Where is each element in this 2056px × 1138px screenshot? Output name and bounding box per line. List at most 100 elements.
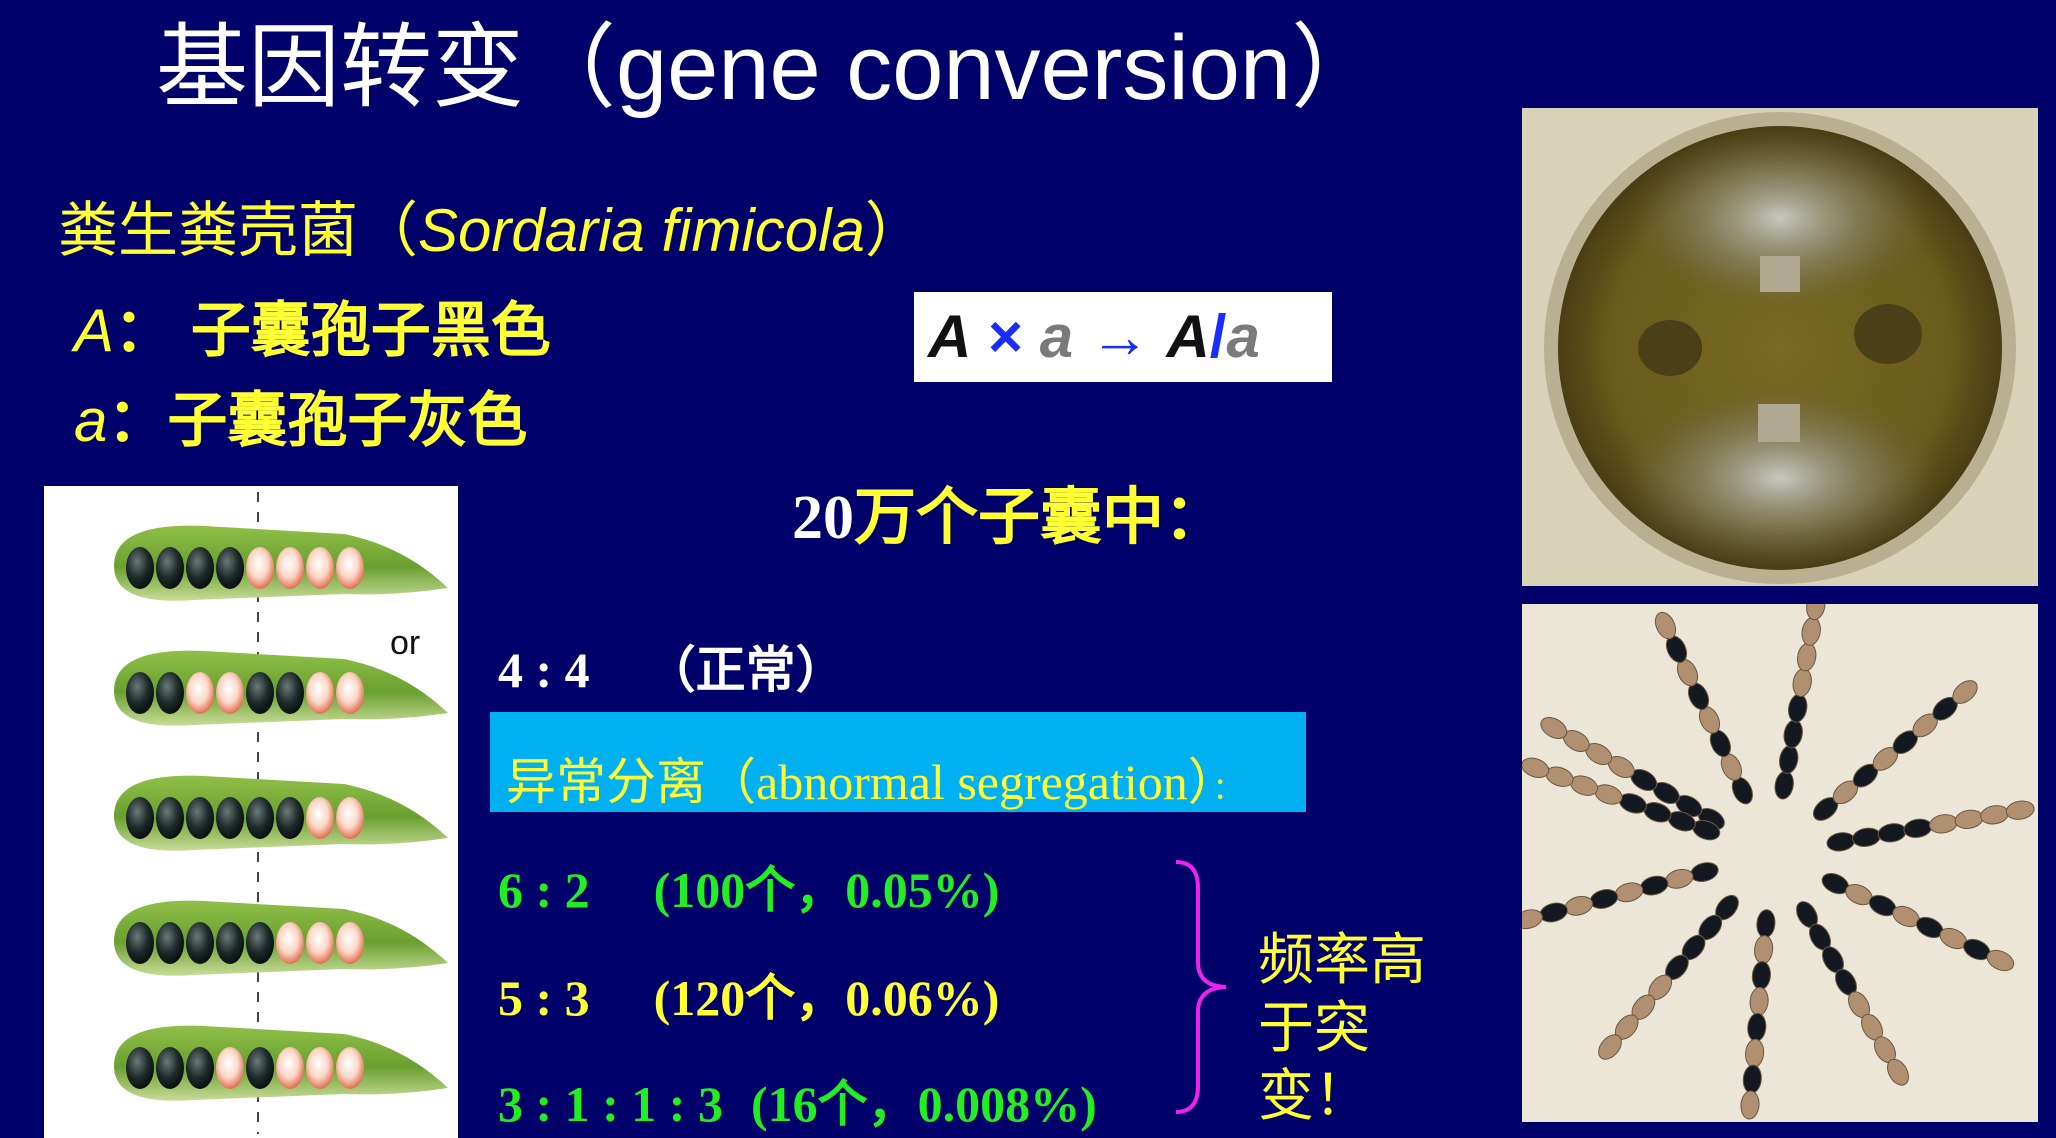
light-spore	[1540, 717, 1568, 739]
ratio-info: (120个，0.06%)	[653, 970, 1000, 1026]
allele-recessive: a：子囊孢子灰色	[74, 372, 527, 459]
normal-ratio-row: 4 : 4 （正常）	[498, 630, 846, 702]
light-spore	[306, 1047, 334, 1089]
light-spore	[336, 672, 364, 714]
light-spore	[306, 672, 334, 714]
petri-dish-photo	[1522, 108, 2038, 586]
sample-heading-text: 万个子囊中：	[854, 484, 1227, 552]
dark-spore	[126, 797, 154, 839]
dark-spore	[276, 797, 304, 839]
light-spore	[336, 1047, 364, 1089]
ratio-value: 5 : 3	[498, 970, 590, 1026]
asci-rows	[114, 525, 448, 1101]
light-spore	[276, 922, 304, 964]
light-spore	[306, 797, 334, 839]
cross-formula-box: A × a → A/a	[914, 292, 1332, 382]
formula-parent-A: A	[928, 303, 972, 370]
dark-spore	[216, 922, 244, 964]
light-spore	[186, 672, 214, 714]
abnormal-label: 异常分离（abnormal segregation）	[506, 754, 1213, 810]
light-spore	[1806, 604, 1826, 621]
light-spore	[1522, 757, 1550, 779]
formula-arrow: →	[1073, 303, 1167, 370]
curly-brace-icon	[1175, 860, 1227, 1114]
formula-offspring-A: A	[1166, 303, 1210, 370]
light-spore	[276, 547, 304, 589]
dark-spore	[216, 797, 244, 839]
sample-count: 20	[792, 484, 854, 552]
sample-heading: 20万个子囊中：	[792, 466, 1226, 556]
light-spore	[306, 922, 334, 964]
light-spore	[1740, 1090, 1760, 1120]
light-spore	[1952, 680, 1978, 704]
abnormal-colon: ：	[1212, 773, 1243, 806]
dark-spore	[156, 1047, 184, 1089]
asci-illustration	[114, 492, 448, 1134]
allele-separator: ：	[114, 297, 191, 364]
ratio-info: (100个，0.05%)	[653, 862, 1000, 918]
light-spore	[246, 547, 274, 589]
light-spore	[336, 922, 364, 964]
allele-dominant: A： 子囊孢子黑色	[74, 282, 551, 369]
dark-spore	[126, 672, 154, 714]
petri-dish-image	[1522, 108, 2038, 586]
normal-ratio: 4 : 4	[498, 642, 590, 698]
asci-diagram	[44, 486, 458, 1138]
light-spore	[336, 797, 364, 839]
ratio-row: 5 : 3 (120个，0.06%)	[498, 958, 999, 1030]
ratio-row: 6 : 2 (100个，0.05%)	[498, 850, 999, 922]
allele-symbol: a	[74, 387, 108, 454]
dark-spore	[156, 672, 184, 714]
dark-spore	[246, 922, 274, 964]
species-latin-name: Sordaria fimicola	[418, 197, 865, 264]
formula-times: ×	[971, 303, 1040, 370]
formula-parent-a: a	[1039, 303, 1074, 370]
dark-spore	[186, 922, 214, 964]
dark-spore	[126, 922, 154, 964]
dark-spore	[216, 547, 244, 589]
micrograph-asci	[1522, 604, 2035, 1120]
asci-micrograph-photo	[1522, 604, 2038, 1122]
dark-spore	[246, 1047, 274, 1089]
abnormal-segregation-box: 异常分离（abnormal segregation）：	[490, 712, 1306, 812]
dark-spore	[186, 1047, 214, 1089]
dark-spore	[186, 797, 214, 839]
allele-symbol: A	[74, 297, 115, 364]
dark-spore	[126, 547, 154, 589]
dark-spore	[156, 797, 184, 839]
ratio-value: 3 : 1 : 1 : 3	[498, 1076, 723, 1132]
species-cn-name: 粪生粪壳菌（	[58, 197, 418, 264]
formula-slash: /	[1209, 303, 1227, 370]
dark-spore	[126, 1047, 154, 1089]
light-spore	[1654, 611, 1677, 640]
light-spore	[1522, 909, 1543, 930]
allele-description: 子囊孢子黑色	[190, 297, 551, 364]
species-name: 粪生粪壳菌（Sordaria fimicola）	[58, 182, 925, 269]
light-spore	[216, 1047, 244, 1089]
light-spore	[216, 672, 244, 714]
asci-micrograph-image	[1522, 604, 2038, 1122]
dark-spore	[156, 922, 184, 964]
ratio-info: (16个，0.008%)	[750, 1076, 1097, 1132]
dark-spore	[276, 672, 304, 714]
normal-label: （正常）	[645, 642, 846, 698]
dark-spore	[186, 547, 214, 589]
formula-offspring-a: a	[1226, 303, 1260, 370]
light-spore	[276, 1047, 304, 1089]
dark-spore	[246, 672, 274, 714]
light-spore	[1887, 1058, 1909, 1086]
light-spore	[306, 547, 334, 589]
species-close-paren: ）	[864, 197, 925, 264]
or-label: or	[390, 624, 421, 662]
light-spore	[1986, 949, 2015, 972]
allele-separator: ：	[107, 387, 168, 454]
ratio-row: 3 : 1 : 1 : 3 (16个，0.008%)	[498, 1064, 1097, 1136]
frequency-note: 频率高于突变！	[1258, 928, 1426, 1127]
light-spore	[336, 547, 364, 589]
slide-title: 基因转变（gene conversion）	[156, 17, 1384, 119]
light-spore	[1598, 1034, 1622, 1060]
dark-spore	[246, 797, 274, 839]
light-spore	[2005, 800, 2035, 820]
dark-spore	[156, 547, 184, 589]
ratio-value: 6 : 2	[498, 862, 590, 918]
